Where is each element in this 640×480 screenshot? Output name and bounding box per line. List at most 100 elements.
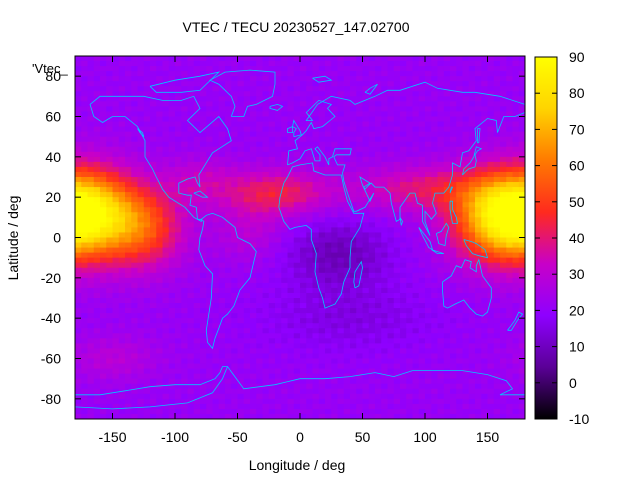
heatmap-cell [356, 101, 364, 108]
heatmap-cell [112, 116, 120, 123]
heatmap-cell [93, 388, 101, 395]
heatmap-cell [218, 393, 226, 400]
heatmap-cell [431, 292, 439, 299]
heatmap-cell [75, 393, 82, 400]
heatmap-cell [256, 388, 264, 395]
heatmap-cell [131, 71, 139, 77]
heatmap-cell [381, 272, 389, 279]
heatmap-cell [362, 358, 370, 365]
heatmap-cell [356, 71, 364, 77]
heatmap-cell [375, 61, 382, 67]
heatmap-cell [431, 116, 439, 123]
heatmap-cell [331, 212, 339, 218]
heatmap-cell [462, 267, 470, 274]
heatmap-cell [356, 182, 364, 188]
heatmap-cell [300, 323, 307, 329]
heatmap-cell [356, 61, 364, 67]
heatmap-cell [143, 282, 151, 289]
heatmap-cell [150, 61, 157, 67]
heatmap-cell [143, 353, 151, 360]
heatmap-cell [200, 378, 207, 385]
heatmap-cell [112, 262, 120, 269]
heatmap-cell [337, 182, 345, 188]
heatmap-cell [256, 222, 264, 229]
heatmap-cell [281, 318, 289, 324]
heatmap-cell [381, 358, 389, 365]
heatmap-cell [200, 343, 207, 350]
heatmap-cell [112, 171, 120, 178]
heatmap-cell [268, 298, 276, 304]
heatmap-cell [106, 303, 114, 309]
heatmap-cell [400, 338, 407, 344]
heatmap-cell [450, 343, 457, 350]
heatmap-cell [475, 277, 482, 284]
heatmap-cell [356, 212, 364, 218]
heatmap-cell [212, 161, 220, 168]
heatmap-cell [225, 207, 232, 213]
heatmap-cell [368, 151, 376, 158]
heatmap-cell [112, 338, 120, 344]
heatmap-cell [156, 161, 164, 168]
heatmap-cell [162, 363, 170, 370]
heatmap-cell [200, 207, 207, 213]
heatmap-cell [237, 71, 245, 77]
heatmap-cell [400, 313, 407, 319]
heatmap-cell [393, 76, 401, 82]
heatmap-cell [131, 61, 139, 67]
heatmap-cell [331, 187, 339, 193]
heatmap-cell [193, 257, 201, 264]
heatmap-cell [468, 388, 476, 395]
heatmap-cell [318, 247, 326, 254]
heatmap-cell [362, 292, 370, 299]
heatmap-cell [137, 353, 145, 360]
heatmap-cell [518, 187, 525, 193]
heatmap-cell [256, 56, 264, 62]
heatmap-cell [412, 333, 420, 339]
heatmap-cell [406, 187, 414, 193]
heatmap-cell [275, 126, 282, 133]
heatmap-cell [268, 398, 276, 405]
heatmap-cell [431, 111, 439, 118]
heatmap-cell [143, 303, 151, 309]
heatmap-cell [81, 368, 89, 375]
heatmap-cell [300, 353, 307, 360]
heatmap-cell [418, 126, 426, 133]
heatmap-cell [93, 156, 101, 163]
heatmap-cell [400, 76, 407, 82]
heatmap-cell [225, 373, 232, 380]
heatmap-cell [143, 328, 151, 334]
heatmap-cell [393, 141, 401, 148]
heatmap-cell [150, 222, 157, 229]
heatmap-cell [387, 313, 395, 319]
heatmap-cell [312, 76, 320, 82]
heatmap-cell [400, 358, 407, 365]
heatmap-cell [193, 136, 201, 143]
heatmap-cell [118, 76, 126, 82]
heatmap-cell [337, 217, 345, 223]
heatmap-cell [243, 262, 251, 269]
heatmap-cell [356, 116, 364, 123]
heatmap-cell [193, 343, 201, 350]
heatmap-cell [293, 222, 301, 229]
heatmap-cell [112, 373, 120, 380]
heatmap-cell [275, 292, 282, 299]
heatmap-cell [475, 247, 482, 254]
heatmap-cell [281, 151, 289, 158]
heatmap-cell [431, 171, 439, 178]
heatmap-cell [243, 111, 251, 118]
heatmap-cell [275, 131, 282, 138]
heatmap-cell [412, 166, 420, 173]
heatmap-cell [225, 91, 232, 97]
heatmap-cell [193, 383, 201, 390]
heatmap-cell [81, 298, 89, 304]
heatmap-cell [356, 257, 364, 264]
heatmap-cell [150, 146, 157, 153]
heatmap-cell [312, 71, 320, 77]
heatmap-cell [500, 338, 507, 344]
heatmap-cell [293, 227, 301, 234]
heatmap-cell [418, 267, 426, 274]
heatmap-cell [193, 131, 201, 138]
heatmap-cell [400, 398, 407, 405]
heatmap-cell [443, 333, 451, 339]
heatmap-cell [425, 101, 432, 108]
